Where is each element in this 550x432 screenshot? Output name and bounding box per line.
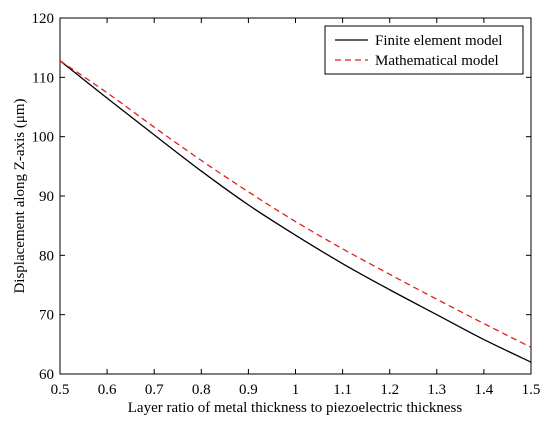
legend: Finite element model Mathematical model bbox=[324, 25, 524, 75]
x-axis-ticks: 0.5 0.6 0.7 0.8 0.9 1 1.1 1.2 1.3 1.4 1.5 bbox=[51, 18, 541, 398]
y-tick-label: 60 bbox=[39, 367, 54, 383]
legend-label-mathematical: Mathematical model bbox=[375, 53, 499, 69]
series-lines bbox=[59, 60, 532, 363]
y-tick-label: 120 bbox=[32, 11, 55, 27]
y-tick-label: 110 bbox=[32, 70, 54, 86]
series-line-0 bbox=[59, 60, 532, 363]
y-axis-ticks: 60 70 80 90 100 110 120 bbox=[32, 11, 531, 383]
y-axis-label: Displacement along Z-axis (μm) bbox=[12, 98, 28, 293]
y-tick-label: 80 bbox=[39, 248, 54, 264]
x-tick-label: 1.3 bbox=[427, 382, 446, 398]
y-tick-label: 90 bbox=[39, 189, 54, 205]
x-tick-label: 1.1 bbox=[333, 382, 352, 398]
x-tick-label: 0.9 bbox=[239, 382, 258, 398]
legend-label-finite-element: Finite element model bbox=[375, 33, 502, 49]
x-tick-label: 1.2 bbox=[380, 382, 399, 398]
x-tick-label: 0.7 bbox=[145, 382, 164, 398]
x-tick-label: 1 bbox=[292, 382, 300, 398]
x-tick-label: 0.5 bbox=[51, 382, 70, 398]
y-tick-label: 70 bbox=[39, 308, 54, 324]
legend-box bbox=[324, 25, 524, 75]
x-tick-label: 0.6 bbox=[98, 382, 117, 398]
x-tick-label: 1.4 bbox=[475, 382, 494, 398]
y-tick-label: 100 bbox=[32, 130, 55, 146]
x-tick-label: 0.8 bbox=[192, 382, 211, 398]
x-axis-label: Layer ratio of metal thickness to piezoe… bbox=[128, 400, 463, 416]
series-line-1 bbox=[59, 60, 532, 348]
x-tick-label: 1.5 bbox=[522, 382, 541, 398]
